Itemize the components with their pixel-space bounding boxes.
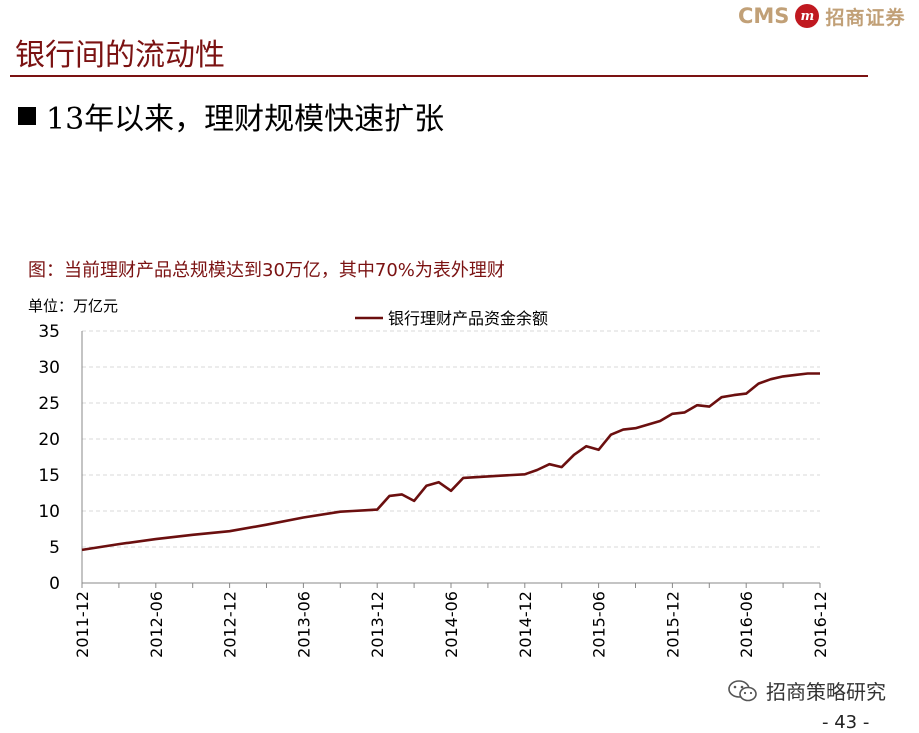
page-number: - 43 - xyxy=(822,712,869,733)
x-tick-label: 2015-06 xyxy=(590,591,609,658)
x-tick-label: 2014-06 xyxy=(442,591,461,658)
watermark-text: 招商策略研究 xyxy=(766,676,886,705)
y-tick-label: 15 xyxy=(38,466,60,486)
x-tick-label: 2014-12 xyxy=(516,591,535,658)
x-tick-label: 2015-12 xyxy=(663,591,682,658)
x-tick-label: 2016-06 xyxy=(737,591,756,658)
y-tick-label: 5 xyxy=(49,538,60,558)
x-tick-label: 2011-12 xyxy=(73,591,92,658)
series-line xyxy=(82,374,820,550)
y-tick-label: 25 xyxy=(38,394,60,414)
y-tick-label: 30 xyxy=(38,358,60,378)
x-tick-label: 2012-12 xyxy=(221,591,240,658)
y-tick-label: 20 xyxy=(38,430,60,450)
y-tick-label: 10 xyxy=(38,502,60,522)
watermark: 招商策略研究 xyxy=(728,676,886,705)
legend-label: 银行理财产品资金余额 xyxy=(388,309,548,328)
y-tick-label: 0 xyxy=(49,574,60,594)
y-tick-label: 35 xyxy=(38,322,60,342)
x-tick-label: 2013-12 xyxy=(368,591,387,658)
x-tick-label: 2016-12 xyxy=(811,591,830,658)
x-tick-label: 2012-06 xyxy=(147,591,166,658)
wechat-icon xyxy=(728,680,758,702)
x-tick-label: 2013-06 xyxy=(294,591,313,658)
